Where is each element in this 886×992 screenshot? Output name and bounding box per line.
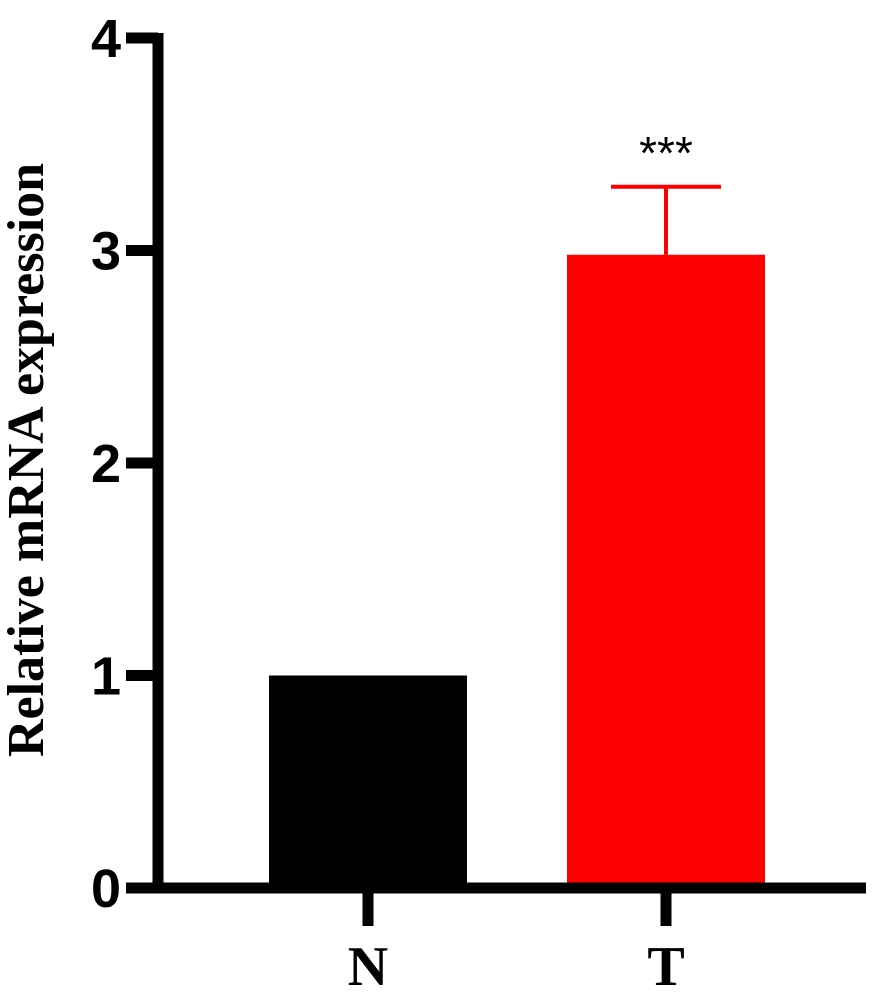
y-tick-label: 2 bbox=[91, 434, 121, 494]
bar-N bbox=[269, 675, 467, 888]
y-axis-label: Relative mRNA expression bbox=[0, 163, 55, 757]
y-tick-label: 4 bbox=[91, 9, 121, 69]
error-bars bbox=[611, 184, 721, 255]
bars bbox=[269, 254, 765, 888]
x-tick-label: T bbox=[647, 936, 684, 992]
y-tick-label: 0 bbox=[91, 859, 121, 919]
y-tick-label: 1 bbox=[91, 647, 121, 707]
y-tick-label: 3 bbox=[91, 222, 121, 282]
bar-T bbox=[567, 254, 765, 888]
x-tick-label: N bbox=[348, 936, 388, 992]
annotations: *** bbox=[639, 127, 693, 179]
y-axis-ticks: 0 1 2 3 4 bbox=[91, 9, 158, 919]
significance-annotation: *** bbox=[639, 127, 693, 179]
